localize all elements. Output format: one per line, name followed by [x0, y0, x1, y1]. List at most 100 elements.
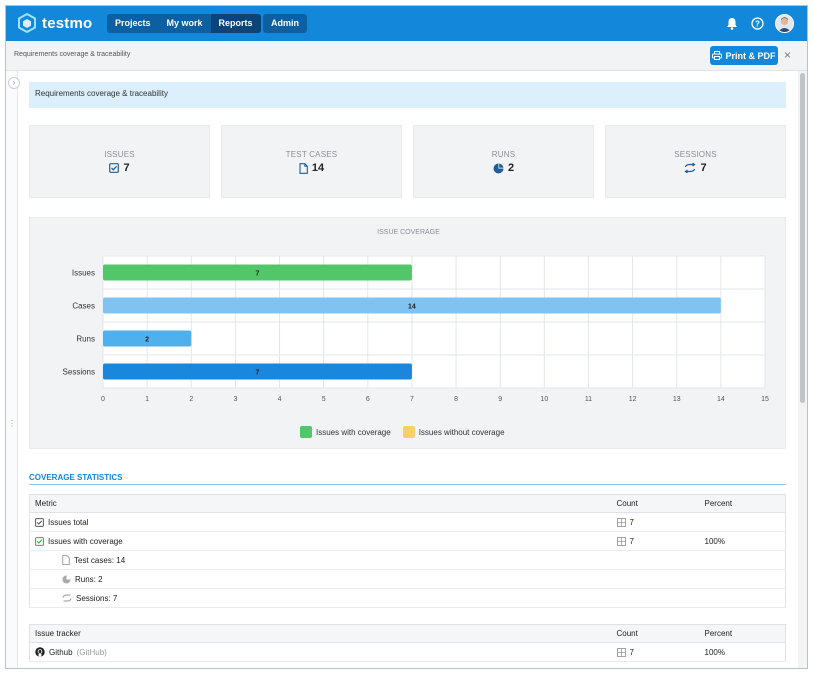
cycle-icon [62, 594, 72, 602]
chart-legend: Issues with coverage Issues without cove… [300, 426, 505, 438]
bar-issues [103, 264, 412, 281]
percent-cell: 100% [699, 642, 786, 662]
metric-cell: Issues with coverage [29, 531, 612, 551]
nav-my-work[interactable]: My work [166, 18, 203, 28]
bar-value-label: 14 [408, 304, 416, 311]
legend-swatch [402, 426, 415, 438]
column-header-percent: Percent [699, 494, 786, 513]
metric-cell: Issues total [29, 512, 612, 532]
column-header-metric: Metric [29, 494, 612, 513]
stat-label: RUNS [491, 150, 516, 159]
stat-value: 2 [507, 162, 515, 174]
table-subrow: Runs: 2 [29, 569, 786, 589]
stat-value: 7 [123, 162, 130, 174]
print-pdf-button[interactable]: Print & PDF [710, 46, 778, 65]
avatar-picture [776, 15, 793, 32]
top-navbar: testmo Projects My work Reports Admin ? [6, 6, 807, 41]
summary-stats: ISSUES 7 TEST CASES 14 [29, 125, 786, 198]
x-tick-label: 7 [410, 396, 414, 403]
legend-item-without-coverage[interactable]: Issues without coverage [402, 426, 505, 438]
column-header-percent: Percent [699, 624, 786, 643]
resize-handle-icon[interactable]: ⋮ [8, 419, 16, 428]
testmo-logo-icon [18, 13, 36, 33]
column-header-count: Count [611, 624, 700, 643]
stat-card-issues: ISSUES 7 [29, 125, 210, 198]
user-avatar[interactable] [775, 14, 794, 33]
app-window: testmo Projects My work Reports Admin ? … [5, 5, 808, 669]
x-tick-label: 12 [629, 396, 637, 403]
stat-value-row: 7 [606, 162, 785, 174]
nav-reports[interactable]: Reports [210, 14, 261, 33]
scrollbar[interactable] [798, 71, 807, 668]
nav-projects[interactable]: Projects [115, 18, 151, 28]
bell-icon[interactable] [726, 17, 738, 30]
column-header-count: Count [611, 494, 700, 513]
tracker-name: Github [49, 647, 73, 657]
table-row: Github (GitHub) 7 100% [29, 642, 786, 662]
table-row: Issues total 7 [29, 512, 786, 532]
metric-label: Issues total [48, 517, 89, 527]
legend-label: Issues with coverage [316, 427, 391, 437]
metric-cell: Test cases: 14 [29, 550, 612, 570]
x-tick-label: 3 [233, 396, 237, 403]
stat-card-sessions: SESSIONS 7 [605, 125, 786, 198]
x-tick-label: 11 [585, 396, 592, 403]
percent-cell [699, 550, 786, 570]
x-tick-label: 4 [278, 396, 282, 403]
table-header-row: Issue tracker Count Percent [29, 624, 786, 643]
issue-coverage-chart-panel: ISSUE COVERAGE 0 1 2 3 4 5 6 7 8 9 10 11 12 13 14 15 Iss… [29, 217, 786, 449]
printer-icon [712, 51, 723, 60]
bar-sessions [103, 363, 412, 380]
count-cell [611, 550, 700, 570]
percent-cell: 100% [699, 531, 786, 551]
app-logo[interactable]: testmo [17, 13, 92, 33]
table-header-row: Metric Count Percent [29, 494, 786, 513]
metric-label: Issues with coverage [48, 536, 123, 546]
x-tick-label: 10 [540, 396, 548, 403]
x-tick-label: 9 [498, 396, 502, 403]
grid-icon [616, 517, 626, 527]
stat-label: SESSIONS [674, 150, 717, 159]
nav-admin[interactable]: Admin [263, 14, 307, 33]
grid-icon [616, 647, 626, 657]
count-value: 7 [629, 517, 634, 527]
close-icon[interactable]: × [784, 48, 792, 62]
bar-value-label: 7 [256, 271, 260, 278]
stat-value-row: 2 [414, 162, 593, 174]
y-category-label: Issues [72, 269, 95, 278]
x-tick-label: 2 [189, 396, 193, 403]
document-icon [299, 162, 308, 174]
y-category-label: Sessions [63, 368, 95, 377]
x-tick-label: 13 [673, 396, 681, 403]
breadcrumb: Requirements coverage & traceability [14, 51, 131, 58]
x-tick-label: 14 [717, 396, 725, 403]
legend-item-with-coverage[interactable]: Issues with coverage [300, 426, 391, 438]
pie-icon [62, 575, 71, 583]
stat-label: ISSUES [104, 150, 135, 159]
x-tick-label: 0 [101, 396, 105, 403]
help-icon[interactable]: ? [751, 17, 764, 30]
stat-card-test-cases: TEST CASES 14 [221, 125, 402, 198]
legend-swatch [300, 426, 312, 438]
count-cell [611, 588, 700, 608]
count-cell [611, 569, 700, 589]
coverage-statistics-heading: COVERAGE STATISTICS [29, 473, 123, 482]
percent-cell [699, 512, 786, 532]
report-header: Requirements coverage & traceability Pri… [6, 41, 807, 71]
bar-cases [103, 297, 721, 314]
legend-label: Issues without coverage [418, 427, 505, 437]
issue-tracker-table: Issue tracker Count Percent Github [29, 624, 786, 662]
percent-cell [699, 569, 786, 589]
count-value: 7 [629, 647, 634, 657]
x-tick-label: 6 [366, 396, 370, 403]
scrollbar-thumb[interactable] [800, 73, 805, 403]
coverage-statistics-table: Metric Count Percent Issues total 7 [29, 494, 786, 608]
github-icon [35, 647, 45, 657]
svg-text:?: ? [755, 19, 760, 28]
stat-card-runs: RUNS 2 [413, 125, 594, 198]
expand-sidebar-chevron-icon[interactable]: › [8, 77, 20, 89]
count-cell: 7 [611, 642, 700, 662]
report-content: Requirements coverage & traceability ISS… [29, 82, 786, 662]
count-value: 7 [629, 536, 634, 546]
bar-value-label: 2 [145, 337, 149, 344]
